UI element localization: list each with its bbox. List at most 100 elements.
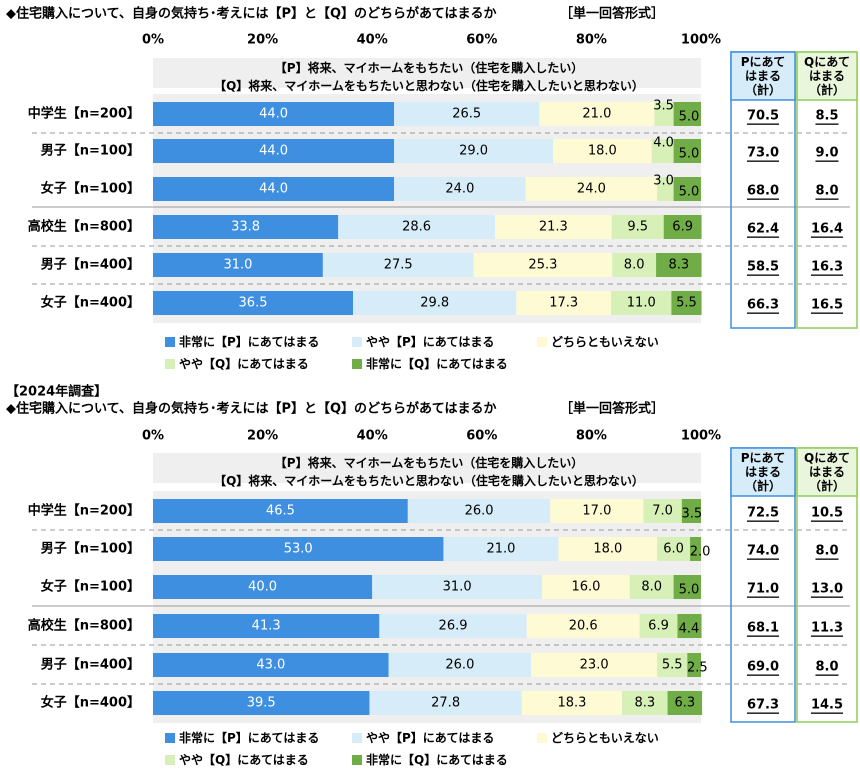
q-total-value: 10.5 bbox=[811, 506, 843, 521]
value-label: 18.0 bbox=[593, 542, 622, 557]
bar-segment bbox=[153, 691, 370, 715]
p-total-value: 72.5 bbox=[747, 506, 779, 521]
value-label: 25.3 bbox=[528, 258, 557, 273]
category-label: 中学生【n=200】 bbox=[28, 503, 140, 519]
legend-swatch bbox=[352, 337, 362, 347]
bar-segment bbox=[622, 691, 668, 715]
bar-segment bbox=[153, 177, 395, 201]
chart-panel-2: 【2024年調査】◆住宅購入について、自身の気持ち･考えには【P】と【Q】のどち… bbox=[6, 384, 858, 767]
value-label: 6.0 bbox=[663, 542, 684, 557]
category-label: 中学生【n=200】 bbox=[28, 106, 140, 122]
value-label: 21.3 bbox=[539, 220, 568, 235]
bar-segment bbox=[338, 215, 495, 239]
value-label: 23.0 bbox=[580, 658, 609, 673]
legend-label: どちらともいえない bbox=[551, 731, 659, 745]
bar-segment bbox=[394, 139, 554, 163]
x-tick-label: 20% bbox=[247, 429, 278, 444]
q-total-value: 11.3 bbox=[811, 621, 843, 636]
statement-p: 【P】将来、マイホームをもちたい（住宅を購入したい） bbox=[275, 60, 583, 75]
chart-panel-1: ◆住宅購入について、自身の気持ち･考えには【P】と【Q】のどちらがあてはまるか ［… bbox=[6, 6, 858, 371]
x-tick-label: 0% bbox=[142, 33, 164, 48]
value-label: 26.5 bbox=[452, 107, 481, 122]
value-label: 26.9 bbox=[439, 619, 468, 634]
bar-segment bbox=[153, 102, 395, 126]
bar-segment bbox=[651, 139, 674, 163]
chart-title: ◆住宅購入について、自身の気持ち･考えには【P】と【Q】のどちらがあてはまるか bbox=[6, 6, 497, 22]
bar-segment bbox=[553, 139, 652, 163]
x-tick-label: 40% bbox=[357, 33, 388, 48]
q-total-value: 16.3 bbox=[811, 260, 843, 275]
bar-segment bbox=[379, 614, 527, 638]
value-label: 26.0 bbox=[465, 504, 494, 519]
bar-segment bbox=[372, 575, 543, 599]
q-total-header: Qにあて bbox=[804, 451, 850, 465]
category-label: 女子【n=400】 bbox=[41, 295, 140, 311]
bar-segment bbox=[550, 499, 644, 523]
value-label: 2.0 bbox=[690, 545, 711, 560]
bar-segment bbox=[153, 614, 380, 638]
p-total-header: はまる bbox=[745, 465, 781, 479]
q-total-header-box bbox=[796, 447, 858, 497]
bar-segment bbox=[671, 291, 702, 315]
legend-swatch bbox=[352, 733, 362, 743]
legend-label: 非常に【P】にあてはまる bbox=[179, 730, 319, 745]
q-total-header: はまる bbox=[809, 69, 845, 83]
value-label: 27.8 bbox=[431, 696, 460, 711]
bar-segment bbox=[558, 537, 658, 561]
x-tick-label: 100% bbox=[681, 429, 721, 444]
bar-segment bbox=[153, 253, 323, 277]
q-total-header: Qにあて bbox=[804, 55, 850, 69]
x-tick-label: 60% bbox=[466, 33, 497, 48]
statement-q: 【Q】将来、マイホームをもちたいと思わない（住宅を購入したいと思わない） bbox=[214, 78, 644, 93]
bar-segment bbox=[388, 653, 532, 677]
value-label: 53.0 bbox=[284, 542, 313, 557]
p-total-value: 68.0 bbox=[747, 184, 779, 199]
value-label: 46.5 bbox=[266, 504, 295, 519]
category-label: 高校生【n=800】 bbox=[28, 618, 140, 634]
bar-segment bbox=[673, 177, 701, 201]
bar-segment bbox=[369, 691, 522, 715]
bar-segment bbox=[153, 291, 354, 315]
bar-segment bbox=[629, 575, 674, 599]
x-tick-label: 40% bbox=[357, 429, 388, 444]
value-label: 44.0 bbox=[259, 182, 288, 197]
bar-segment bbox=[153, 215, 339, 239]
bar-segment bbox=[542, 575, 630, 599]
value-label: 21.0 bbox=[582, 107, 611, 122]
value-label: 6.9 bbox=[672, 220, 693, 235]
bar-segment bbox=[443, 537, 559, 561]
value-label: 21.0 bbox=[487, 542, 516, 557]
p-total-header: はまる bbox=[745, 69, 781, 83]
q-total-value: 8.0 bbox=[815, 660, 838, 675]
bar-segment bbox=[654, 102, 674, 126]
legend-label: やや【P】にあてはまる bbox=[366, 730, 494, 745]
value-label: 28.6 bbox=[402, 220, 431, 235]
value-label: 8.3 bbox=[668, 258, 689, 273]
p-total-value: 62.4 bbox=[747, 222, 779, 237]
q-total-value: 13.0 bbox=[811, 582, 843, 597]
bar-segment bbox=[516, 291, 612, 315]
bar-segment bbox=[153, 537, 444, 561]
answer-format-label: ［単一回答形式］ bbox=[560, 6, 664, 22]
value-label: 4.0 bbox=[653, 136, 674, 151]
category-label: 女子【n=100】 bbox=[41, 579, 140, 595]
bar-segment bbox=[153, 575, 373, 599]
value-label: 18.0 bbox=[588, 144, 617, 159]
bar-segment bbox=[407, 499, 551, 523]
category-label: 男子【n=400】 bbox=[41, 257, 140, 273]
p-total-value: 66.3 bbox=[747, 298, 779, 313]
value-label: 36.5 bbox=[239, 296, 268, 311]
value-label: 31.0 bbox=[223, 258, 252, 273]
category-label: 女子【n=400】 bbox=[41, 695, 140, 711]
p-total-value: 70.5 bbox=[747, 109, 779, 124]
p-total-value: 68.1 bbox=[747, 621, 779, 636]
p-total-value: 73.0 bbox=[747, 146, 779, 161]
p-total-value: 69.0 bbox=[747, 660, 779, 675]
bar-segment bbox=[394, 177, 526, 201]
bar-segment bbox=[639, 614, 678, 638]
bar-segment bbox=[673, 575, 701, 599]
q-total-value: 8.0 bbox=[815, 544, 838, 559]
q-total-value: 8.0 bbox=[815, 184, 838, 199]
statement-background bbox=[153, 453, 701, 483]
